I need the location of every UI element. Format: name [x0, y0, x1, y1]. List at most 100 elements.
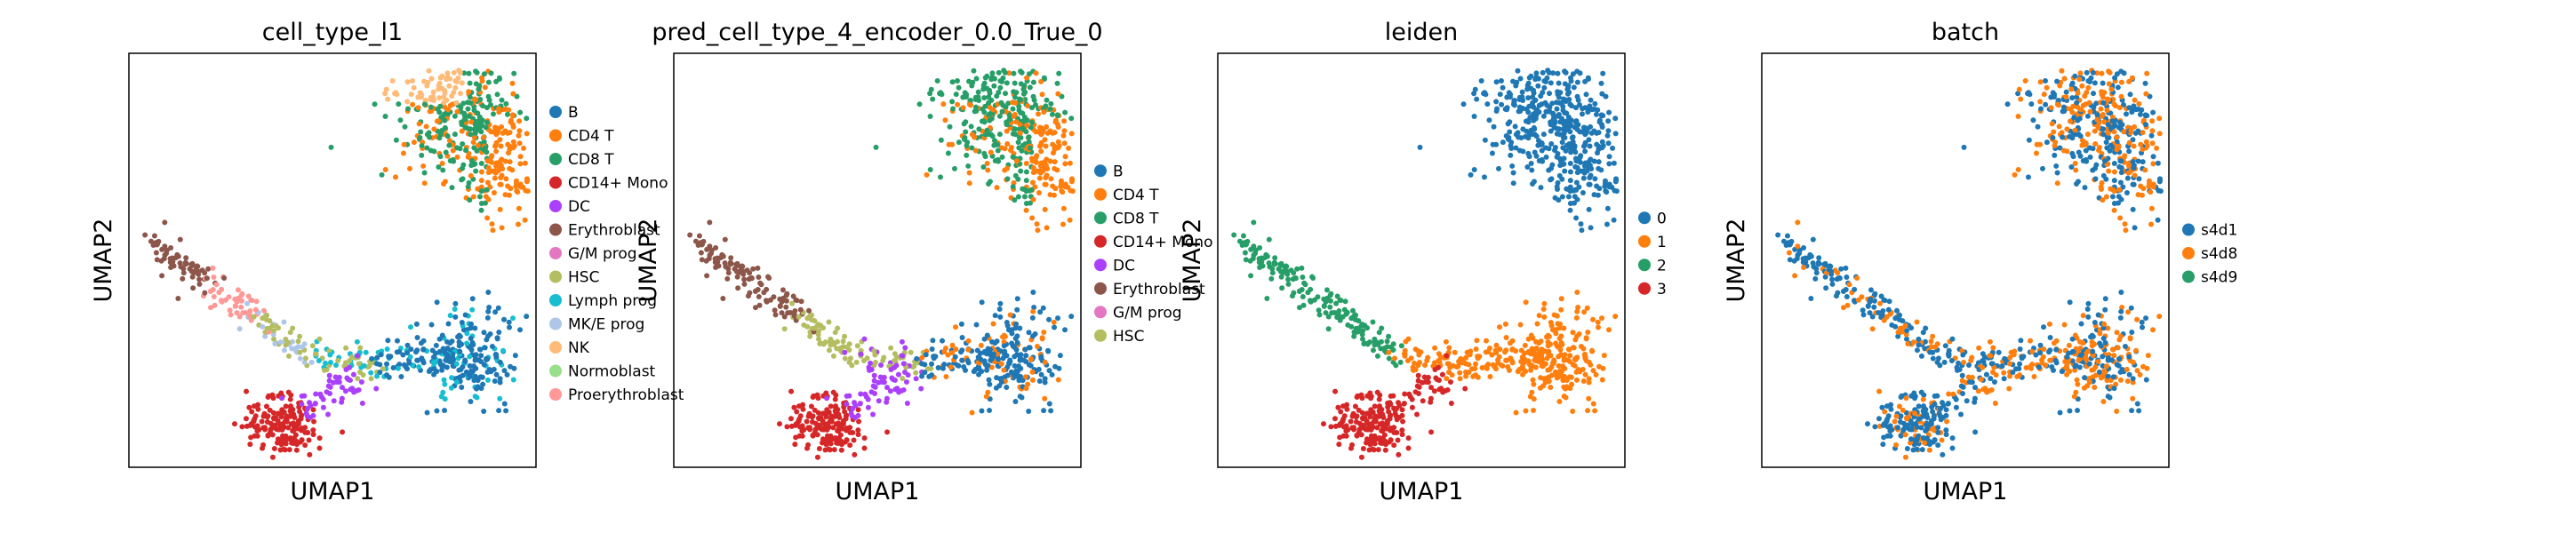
- scatter-point: [154, 241, 160, 247]
- scatter-point: [840, 338, 846, 345]
- scatter-point: [852, 402, 859, 409]
- scatter-point: [1588, 225, 1594, 231]
- legend-label: NK: [568, 339, 590, 357]
- scatter-point: [468, 172, 474, 179]
- scatter-point: [316, 435, 323, 442]
- scatter-point: [328, 144, 334, 150]
- scatter-point: [458, 91, 464, 97]
- scatter-point: [1559, 194, 1565, 200]
- scatter-point: [1397, 359, 1404, 365]
- scatter-point: [1002, 146, 1008, 152]
- scatter-point: [2144, 70, 2150, 76]
- scatter-point: [1444, 353, 1450, 359]
- scatter-point: [189, 274, 196, 280]
- scatter-point: [1599, 91, 1605, 97]
- scatter-point: [239, 290, 245, 297]
- scatter-point: [1479, 364, 1485, 370]
- scatter-point: [1959, 372, 1965, 378]
- scatter-point: [1481, 91, 1487, 97]
- scatter-point: [2130, 137, 2136, 143]
- scatter-point: [949, 99, 956, 105]
- scatter-point: [1443, 338, 1449, 345]
- scatter-point: [1409, 396, 1415, 402]
- scatter-point: [410, 101, 416, 107]
- scatter-point: [474, 69, 480, 76]
- scatter-point: [928, 86, 934, 92]
- scatter-point: [1531, 407, 1537, 413]
- scatter-point: [1587, 143, 1593, 149]
- scatter-point: [481, 330, 487, 336]
- scatter-point: [1338, 409, 1344, 415]
- scatter-point: [148, 238, 154, 244]
- scatter-point: [175, 253, 181, 259]
- scatter-point: [1022, 374, 1028, 380]
- scatter-point: [2150, 154, 2156, 160]
- scatter-point: [927, 91, 933, 97]
- scatter-point: [1497, 346, 1503, 353]
- scatter-point: [275, 418, 281, 425]
- scatter-point: [1918, 353, 1924, 359]
- scatter-point: [998, 99, 1004, 106]
- scatter-point: [965, 346, 972, 353]
- scatter-point: [2092, 384, 2098, 390]
- scatter-point: [981, 348, 988, 354]
- scatter-point: [2059, 68, 2065, 74]
- scatter-point: [2103, 139, 2109, 146]
- scatter-point: [306, 437, 312, 443]
- scatter-point: [1978, 377, 1984, 383]
- scatter-point: [1558, 339, 1564, 346]
- scatter-point: [516, 128, 523, 134]
- scatter-point: [1023, 200, 1029, 206]
- scatter-point: [2115, 84, 2121, 91]
- scatter-point: [459, 384, 465, 390]
- scatter-point: [248, 421, 254, 427]
- scatter-point: [449, 185, 455, 191]
- scatter-point: [255, 406, 261, 412]
- scatter-point: [1565, 194, 1572, 200]
- scatter-point: [2035, 123, 2041, 130]
- scatter-point: [1823, 285, 1829, 291]
- scatter-point: [1540, 306, 1547, 313]
- scatter-point: [1336, 442, 1342, 448]
- scatter-point: [1932, 402, 1938, 408]
- plot-frame: [673, 52, 1082, 468]
- scatter-point: [1422, 379, 1428, 386]
- scatter-point: [812, 407, 818, 413]
- scatter-point: [333, 379, 340, 386]
- scatter-point: [487, 101, 493, 107]
- scatter-point: [2118, 164, 2124, 171]
- scatter-point: [189, 260, 196, 266]
- scatter-point: [1359, 336, 1365, 342]
- scatter-point: [1473, 372, 1479, 378]
- scatter-point: [457, 146, 463, 152]
- scatter-point: [1570, 71, 1576, 77]
- scatter-point: [385, 338, 391, 344]
- scatter-point: [2114, 71, 2120, 77]
- scatter-point: [1523, 299, 1529, 306]
- scatter-point: [1424, 357, 1430, 363]
- scatter-point: [500, 347, 507, 354]
- scatter-point: [488, 129, 494, 135]
- scatter-point: [900, 386, 907, 393]
- scatter-point: [1914, 347, 1920, 354]
- scatter-point: [1473, 346, 1479, 352]
- scatter-point: [411, 139, 417, 146]
- scatter-point: [2054, 78, 2060, 84]
- scatter-point: [1835, 270, 1841, 276]
- legend-label: Proerythroblast: [568, 386, 684, 404]
- scatter-point: [1428, 395, 1434, 402]
- scatter-point: [796, 314, 802, 320]
- scatter-point: [476, 114, 483, 120]
- scatter-point: [1885, 306, 1892, 313]
- scatter-point: [461, 116, 468, 123]
- scatter-point: [389, 78, 396, 84]
- scatter-point: [484, 119, 490, 125]
- scatter-point: [840, 418, 846, 424]
- scatter-point: [385, 96, 391, 102]
- scatter-point: [277, 447, 284, 453]
- scatter-point: [1567, 129, 1573, 135]
- scatter-point: [969, 410, 975, 416]
- scatter-point: [766, 274, 772, 281]
- scatter-point: [310, 432, 316, 438]
- scatter-point: [987, 90, 993, 96]
